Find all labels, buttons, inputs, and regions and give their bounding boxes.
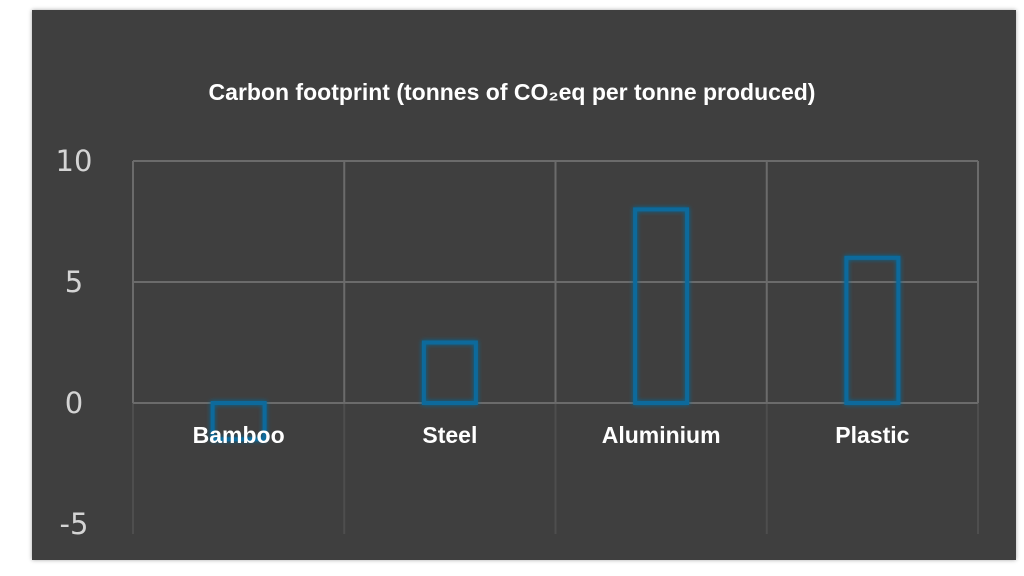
x-tick-label: Steel xyxy=(422,422,477,448)
x-tick-label: Aluminium xyxy=(602,422,721,448)
chart-panel xyxy=(32,10,1016,560)
grid xyxy=(132,160,979,534)
bar-plastic xyxy=(844,255,901,405)
x-axis-labels: Bamboo Steel Aluminium Plastic xyxy=(193,422,910,448)
y-tick-label: 0 xyxy=(65,386,83,420)
bar-steel xyxy=(421,340,478,405)
y-tick-label: -5 xyxy=(60,507,89,541)
bars xyxy=(210,207,901,442)
chart-title: Carbon footprint (tonnes of CO₂eq per to… xyxy=(209,79,816,105)
x-tick-label: Plastic xyxy=(835,422,909,448)
bar-aluminium xyxy=(633,207,690,405)
x-tick-label: Bamboo xyxy=(193,422,285,448)
bar-bamboo xyxy=(210,401,267,442)
y-axis-ticks: 10 5 0 -5 xyxy=(56,144,93,541)
y-tick-label: 5 xyxy=(65,265,83,299)
y-tick-label: 10 xyxy=(56,144,93,178)
